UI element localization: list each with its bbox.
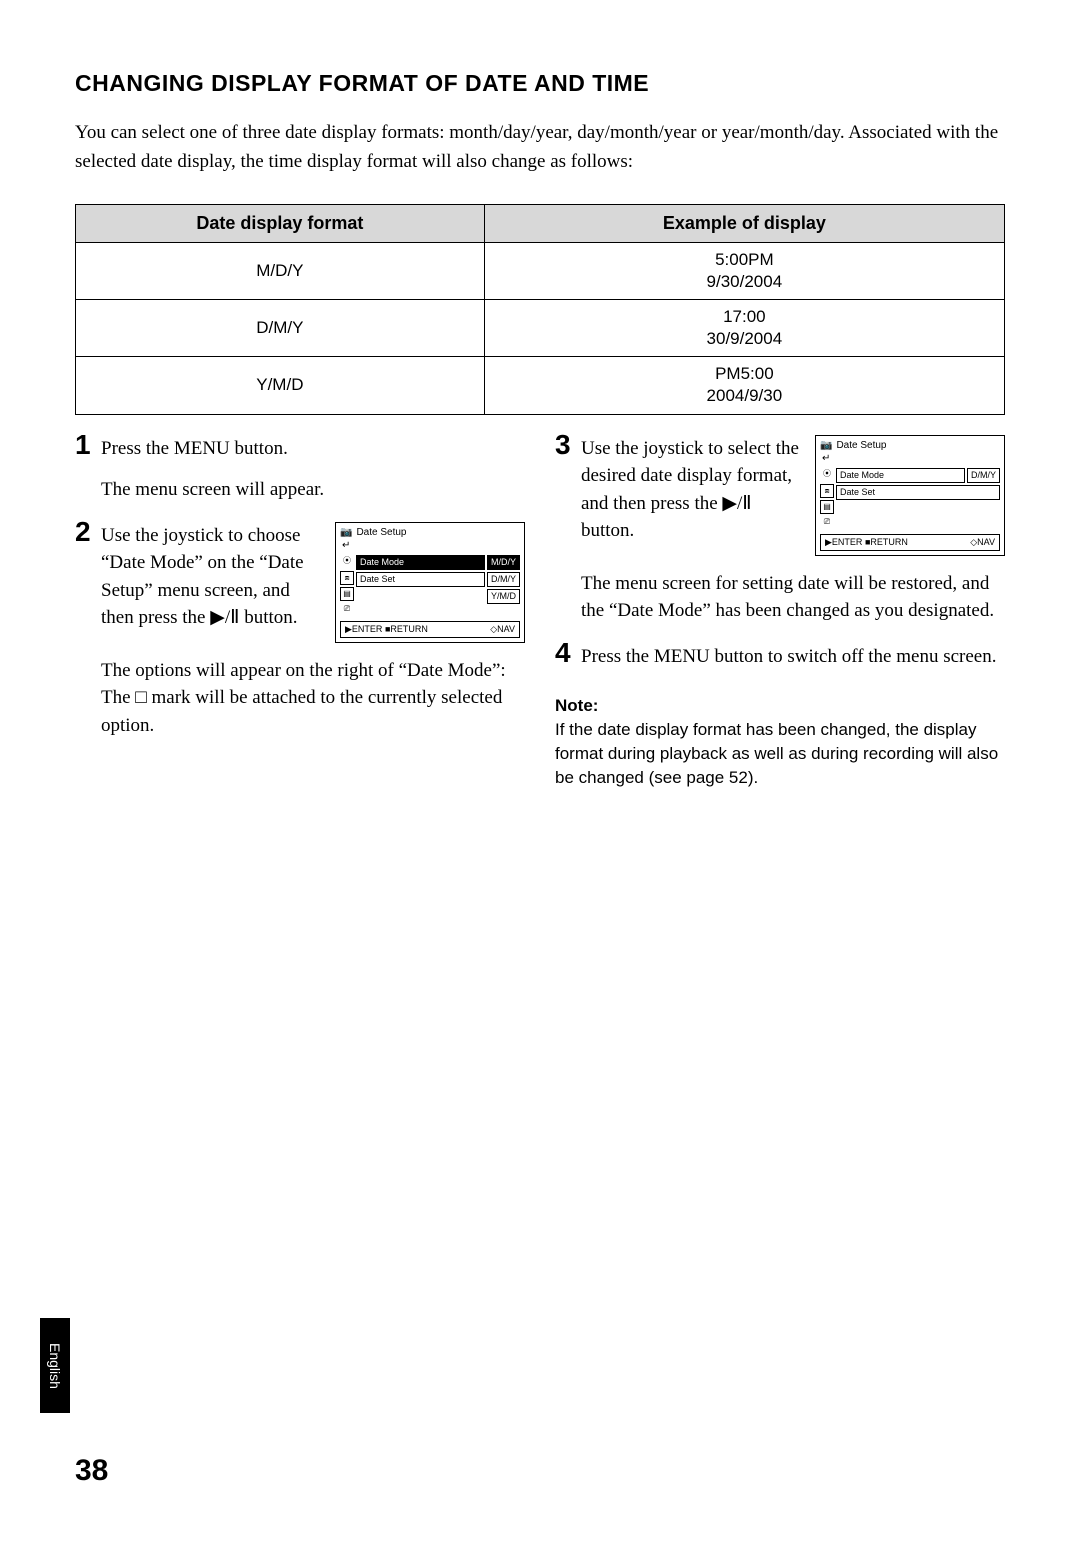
rec-icon: ⦿: [820, 468, 834, 482]
step-number: 4: [555, 637, 571, 669]
step-sub: The options will appear on the right of …: [101, 657, 525, 740]
menu-item: Date Mode: [836, 468, 965, 483]
table-header: Date display format: [76, 205, 485, 243]
menu-item: Date Mode: [356, 555, 485, 570]
camera-icon: 📷: [820, 440, 832, 453]
page-title: CHANGING DISPLAY FORMAT OF DATE AND TIME: [75, 70, 1005, 97]
menu-screenshot-step2: 📷Date Setup ↵ ⦿ ⧈ ▤ ⎚: [335, 522, 525, 643]
menu-icon: ▤: [340, 587, 354, 601]
step-number: 2: [75, 516, 91, 548]
note-body: If the date display format has been chan…: [555, 718, 1005, 789]
table-header: Example of display: [484, 205, 1004, 243]
hint-enter: ▶ENTER ■RETURN: [825, 537, 908, 548]
note-block: Note: If the date display format has bee…: [555, 694, 1005, 789]
step-number: 1: [75, 429, 91, 461]
intro-text: You can select one of three date display…: [75, 119, 1005, 176]
step-2: 2 Use the joystick to choose “Date Mode”…: [75, 522, 525, 643]
step-number: 3: [555, 429, 571, 461]
menu-icon: ▤: [820, 500, 834, 514]
note-heading: Note:: [555, 694, 1005, 718]
table-cell: M/D/Y: [76, 243, 485, 300]
menu-icon: ⧈: [820, 484, 834, 498]
page-number: 38: [75, 1454, 108, 1488]
format-table: Date display format Example of display M…: [75, 204, 1005, 415]
step-text: Use the joystick to choose “Date Mode” o…: [101, 522, 323, 632]
menu-icon: ⎚: [820, 516, 834, 530]
menu-icon: ⎚: [340, 603, 354, 617]
right-column: 3 Use the joystick to select the desired…: [555, 435, 1005, 790]
menu-option-selected: D/M/Y: [967, 468, 1000, 483]
table-cell: 5:00PM9/30/2004: [484, 243, 1004, 300]
step-text: Use the joystick to select the desired d…: [581, 435, 803, 545]
camera-icon: 📷: [340, 527, 352, 540]
table-row: D/M/Y 17:0030/9/2004: [76, 300, 1005, 357]
menu-option: D/M/Y: [487, 572, 520, 587]
menu-item: Date Set: [836, 485, 1000, 500]
table-cell: 17:0030/9/2004: [484, 300, 1004, 357]
menu-item: Date Set: [356, 572, 485, 587]
table-cell: Y/M/D: [76, 357, 485, 414]
left-column: 1 Press the MENU button. The menu screen…: [75, 435, 525, 790]
menu-option: M/D/Y: [487, 555, 520, 570]
menu-option: Y/M/D: [487, 589, 520, 604]
hint-nav: ◇NAV: [490, 624, 515, 635]
return-arrow-icon: ↵: [818, 453, 1002, 466]
step-sub: The menu screen will appear.: [101, 476, 525, 504]
table-row: M/D/Y 5:00PM9/30/2004: [76, 243, 1005, 300]
menu-icon: ⧈: [340, 571, 354, 585]
step-4: 4 Press the MENU button to switch off th…: [555, 643, 1005, 671]
hint-enter: ▶ENTER ■RETURN: [345, 624, 428, 635]
return-arrow-icon: ↵: [338, 540, 522, 553]
language-tab: English: [40, 1318, 70, 1413]
rec-icon: ⦿: [340, 555, 354, 569]
menu-screenshot-step3: 📷Date Setup ↵ ⦿ ⧈ ▤ ⎚: [815, 435, 1005, 556]
table-cell: D/M/Y: [76, 300, 485, 357]
table-row: Y/M/D PM5:002004/9/30: [76, 357, 1005, 414]
hint-nav: ◇NAV: [970, 537, 995, 548]
table-cell: PM5:002004/9/30: [484, 357, 1004, 414]
step-text: Press the MENU button.: [101, 435, 525, 463]
step-1: 1 Press the MENU button.: [75, 435, 525, 463]
step-3: 3 Use the joystick to select the desired…: [555, 435, 1005, 556]
step-text: Press the MENU button to switch off the …: [581, 643, 1005, 671]
step-sub: The menu screen for setting date will be…: [581, 570, 1005, 625]
